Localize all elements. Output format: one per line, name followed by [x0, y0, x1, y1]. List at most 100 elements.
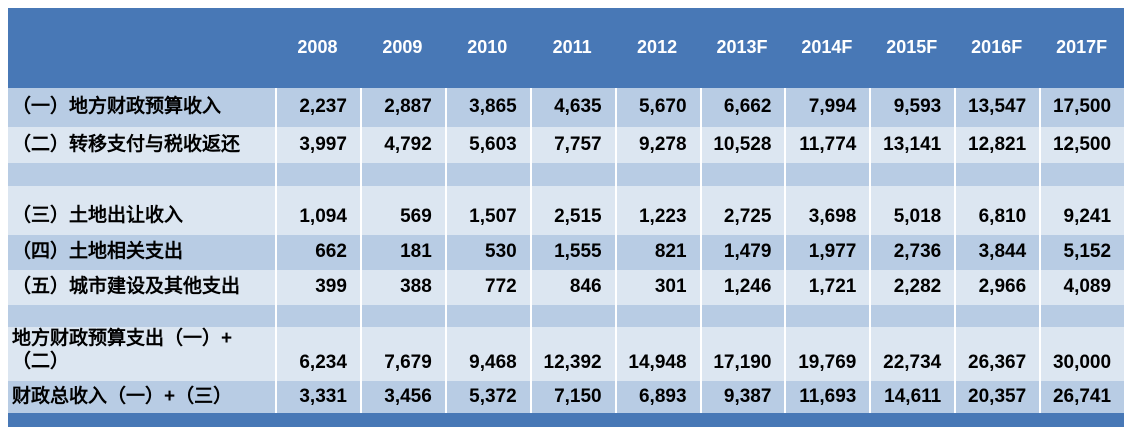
value-cell: 12,392 [529, 327, 615, 381]
header-corner-cell [8, 8, 275, 88]
value-cell: 1,721 [784, 270, 869, 305]
value-cell: 2,725 [699, 186, 785, 235]
value-cell: 7,757 [529, 127, 615, 163]
value-cell: 17,190 [699, 327, 785, 381]
value-cell: 26,367 [954, 327, 1039, 381]
value-cell: 5,603 [444, 127, 530, 163]
row-label: （一）地方财政预算收入 [12, 96, 222, 118]
value-cell: 2,515 [529, 186, 615, 235]
value-cell: 14,611 [869, 381, 954, 413]
value-cell: 2,887 [359, 88, 445, 127]
spacer-cell [275, 305, 360, 327]
spacer-cell [359, 305, 445, 327]
year-column-header: 2012 [637, 37, 678, 58]
value-cell: 9,387 [699, 381, 785, 413]
table-row: （四）土地相关支出 662 181 530 1,555 821 1,479 1,977 2,73… [8, 235, 1124, 270]
row-label: （二）转移支付与税收返还 [12, 133, 241, 155]
table-header-row: 2008 2009 2010 2011 2012 2013F 2014F 2015F 2016F… [8, 8, 1124, 88]
spacer-cell [444, 163, 530, 186]
value-cell: 1,479 [699, 235, 785, 270]
row-label: （四）土地相关支出 [12, 241, 184, 263]
spacer-cell [614, 163, 700, 186]
spacer-cell [1039, 305, 1124, 327]
spacer-cell [954, 163, 1039, 186]
spacer-cell [869, 163, 954, 186]
year-column-header: 2015F [886, 37, 938, 58]
spacer-cell [699, 163, 785, 186]
row-label: 财政总收入（一）+（三） [12, 385, 233, 407]
table-row: （三）土地出让收入 1,094 569 1,507 2,515 1,223 2,725 3,6… [8, 186, 1124, 235]
value-cell: 2,736 [869, 235, 954, 270]
spacer-cell [784, 305, 869, 327]
value-cell: 13,141 [869, 127, 954, 163]
value-cell: 17,500 [1039, 88, 1124, 127]
value-cell: 2,237 [275, 88, 360, 127]
value-cell: 4,089 [1039, 270, 1124, 305]
table-row: 财政总收入（一）+（三） 3,331 3,456 5,372 7,150 6,893 9,3… [8, 381, 1124, 413]
value-cell: 4,792 [359, 127, 445, 163]
value-cell: 7,150 [529, 381, 615, 413]
table-row: （五）城市建设及其他支出 399 388 772 846 301 1,246 1,721 2,2… [8, 270, 1124, 305]
value-cell: 3,698 [784, 186, 869, 235]
value-cell: 530 [444, 235, 530, 270]
value-cell: 1,094 [275, 186, 360, 235]
spacer-row [8, 305, 1124, 327]
value-cell: 3,456 [359, 381, 445, 413]
value-cell: 3,865 [444, 88, 530, 127]
value-cell: 772 [444, 270, 530, 305]
spacer-cell [614, 305, 700, 327]
row-label: （五）城市建设及其他支出 [12, 276, 241, 298]
spacer-cell [954, 305, 1039, 327]
value-cell: 4,635 [529, 88, 615, 127]
spacer-cell [444, 305, 530, 327]
value-cell: 1,507 [444, 186, 530, 235]
value-cell: 6,893 [614, 381, 700, 413]
value-cell: 22,734 [869, 327, 954, 381]
row-label: （三）土地出让收入 [12, 205, 184, 227]
value-cell: 3,331 [275, 381, 360, 413]
table-row: 地方财政预算支出（一）+ （二） 6,234 7,679 9,468 12,392 14,… [8, 327, 1124, 381]
table-row: （二）转移支付与税收返还 3,997 4,792 5,603 7,757 9,278 10,… [8, 127, 1124, 163]
spacer-label-cell [8, 305, 275, 327]
value-cell: 3,844 [954, 235, 1039, 270]
spacer-cell [699, 305, 785, 327]
value-cell: 662 [275, 235, 360, 270]
value-cell: 19,769 [784, 327, 869, 381]
value-cell: 7,679 [359, 327, 445, 381]
value-cell: 388 [359, 270, 445, 305]
value-cell: 12,500 [1039, 127, 1124, 163]
value-cell: 5,018 [869, 186, 954, 235]
value-cell: 7,994 [784, 88, 869, 127]
value-cell: 14,948 [614, 327, 700, 381]
value-cell: 3,997 [275, 127, 360, 163]
value-cell: 20,357 [954, 381, 1039, 413]
year-column-header: 2010 [467, 37, 508, 58]
year-column-header: 2016F [971, 37, 1023, 58]
value-cell: 1,223 [614, 186, 700, 235]
year-column-header: 2013F [716, 37, 768, 58]
value-cell: 2,282 [869, 270, 954, 305]
spacer-cell [869, 305, 954, 327]
spacer-cell [1039, 163, 1124, 186]
spacer-cell [529, 163, 615, 186]
spacer-row [8, 163, 1124, 186]
value-cell: 11,693 [784, 381, 869, 413]
value-cell: 6,810 [954, 186, 1039, 235]
value-cell: 569 [359, 186, 445, 235]
value-cell: 301 [614, 270, 700, 305]
spacer-cell [275, 163, 360, 186]
fiscal-data-table: 2008 2009 2010 2011 2012 2013F 2014F 2015F 2016F… [8, 8, 1124, 427]
value-cell: 9,468 [444, 327, 530, 381]
value-cell: 10,528 [699, 127, 785, 163]
table-row: （一）地方财政预算收入 2,237 2,887 3,865 4,635 5,670 6,66… [8, 88, 1124, 127]
value-cell: 9,278 [614, 127, 700, 163]
value-cell: 1,246 [699, 270, 785, 305]
bottom-bar [8, 413, 1124, 427]
value-cell: 30,000 [1039, 327, 1124, 381]
spacer-label-cell [8, 163, 275, 186]
value-cell: 1,555 [529, 235, 615, 270]
spacer-cell [529, 305, 615, 327]
value-cell: 5,152 [1039, 235, 1124, 270]
row-label: 地方财政预算支出（一）+ （二） [12, 328, 233, 373]
